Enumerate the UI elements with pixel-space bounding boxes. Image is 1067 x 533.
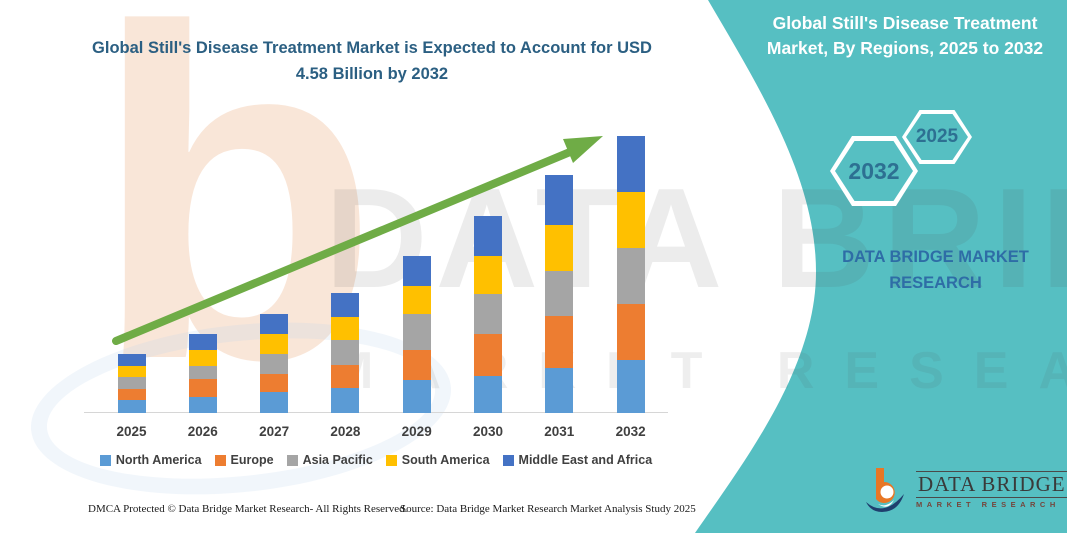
x-axis-line — [84, 412, 668, 413]
bar-segment-north-america — [117, 399, 146, 413]
legend-label: Middle East and Africa — [518, 453, 653, 467]
x-axis-label-2026: 2026 — [187, 424, 218, 439]
legend-swatch — [502, 454, 514, 466]
bar-segment-south-america — [188, 350, 217, 366]
stacked-bar-2026 — [188, 333, 217, 413]
brand-name-text: DATA BRIDGE MARKET RESEARCH — [842, 248, 1029, 292]
bar-segment-europe — [616, 304, 645, 360]
bar-segment-north-america — [402, 380, 431, 413]
legend-label: Asia Pacific — [302, 453, 373, 467]
legend-swatch — [385, 454, 397, 466]
bar-segment-middle-east-and-africa — [331, 293, 360, 317]
x-axis-label-2030: 2030 — [472, 424, 504, 439]
x-axis-label-2028: 2028 — [330, 424, 361, 439]
bar-segment-asia-pacific — [616, 247, 645, 305]
bar-segment-south-america — [402, 285, 431, 314]
x-axis-label-2027: 2027 — [259, 424, 290, 439]
legend-item-asia-pacific: Asia Pacific — [286, 453, 373, 467]
bar-segment-asia-pacific — [117, 377, 146, 389]
bar-segment-middle-east-and-africa — [545, 175, 574, 226]
bar-segment-north-america — [474, 376, 502, 413]
stacked-bar-2027 — [260, 313, 289, 413]
panel-title: Global Still's Disease Treatment Market,… — [766, 13, 1044, 59]
hexagon-badge-2025: 2025 — [902, 110, 972, 164]
bar-segment-asia-pacific — [474, 294, 502, 334]
bar-segment-south-america — [260, 333, 289, 354]
hexagon-badge-2032: 2032 — [830, 136, 918, 206]
stacked-bar-2025 — [117, 353, 146, 413]
logo-subtitle: MARKET RESEARCH — [916, 499, 1060, 509]
legend-swatch — [214, 454, 226, 466]
data-bridge-logo: DATA BRIDGE MARKET RESEARCH — [862, 466, 1067, 514]
stacked-bar-2032 — [616, 135, 645, 413]
legend-swatch — [286, 454, 298, 466]
legend-label: North America — [115, 453, 202, 467]
bar-segment-north-america — [616, 359, 645, 413]
x-axis-label-2032: 2032 — [615, 424, 646, 439]
bar-segment-europe — [402, 350, 431, 381]
legend-item-middle-east-and-africa: Middle East and Africa — [502, 453, 653, 467]
bar-segment-middle-east-and-africa — [117, 353, 146, 366]
stacked-bar-2031 — [545, 175, 574, 413]
x-axis-label-2025: 2025 — [116, 424, 147, 439]
legend-item-europe: Europe — [214, 453, 274, 467]
bar-segment-europe — [474, 333, 502, 377]
legend-item-south-america: South America — [385, 453, 490, 467]
x-axis-label-2031: 2031 — [544, 424, 575, 439]
bar-segment-europe — [331, 364, 360, 389]
hexagon-label: 2025 — [915, 126, 959, 147]
data-bridge-logo-icon — [866, 468, 904, 512]
bar-segment-middle-east-and-africa — [260, 313, 289, 334]
bar-segment-asia-pacific — [260, 353, 289, 374]
bar-segment-middle-east-and-africa — [402, 255, 431, 286]
bar-segment-south-america — [117, 365, 146, 378]
chart-title: Global Still's Disease Treatment Market … — [92, 39, 652, 83]
bar-segment-middle-east-and-africa — [474, 215, 502, 257]
bar-segment-north-america — [331, 388, 360, 413]
legend-label: South America — [401, 453, 490, 467]
bar-segment-europe — [260, 373, 289, 393]
stacked-bar-2030 — [474, 215, 502, 413]
bar-segment-asia-pacific — [402, 313, 431, 351]
bar-segment-north-america — [188, 397, 217, 413]
stacked-bar-2029 — [402, 255, 431, 413]
legend: North America Europe Asia Pacific South Ame… — [78, 453, 674, 467]
legend-item-north-america: North America — [99, 453, 202, 467]
bar-segment-middle-east-and-africa — [616, 135, 645, 193]
bar-segment-south-america — [616, 192, 645, 248]
bar-segment-middle-east-and-africa — [188, 333, 217, 351]
bar-segment-south-america — [331, 316, 360, 341]
footer-source-text: Source: Data Bridge Market Research Mark… — [400, 503, 696, 515]
bar-segment-europe — [117, 388, 146, 400]
footer-dmca-text: DMCA Protected © Data Bridge Market Rese… — [88, 503, 408, 515]
legend-swatch — [99, 454, 111, 466]
bar-segment-asia-pacific — [188, 365, 217, 380]
stacked-bar-2028 — [331, 293, 360, 413]
bar-segment-europe — [545, 315, 574, 368]
bar-segment-asia-pacific — [331, 340, 360, 365]
legend-label: Europe — [230, 453, 274, 467]
bar-segment-north-america — [260, 392, 289, 413]
bar-segment-south-america — [474, 256, 502, 295]
hexagon-label: 2032 — [848, 157, 900, 184]
watermark-text-market-research: MARKET RESEARCH — [330, 342, 1067, 400]
bar-segment-europe — [188, 379, 217, 398]
watermark-text-data-bridge: DATA BRIDGE — [325, 159, 1067, 318]
x-axis-label-2029: 2029 — [401, 424, 432, 439]
bar-segment-north-america — [545, 367, 574, 413]
bar-segment-south-america — [545, 225, 574, 271]
logo-title: DATA BRIDGE — [916, 471, 1067, 498]
bar-segment-asia-pacific — [545, 270, 574, 316]
